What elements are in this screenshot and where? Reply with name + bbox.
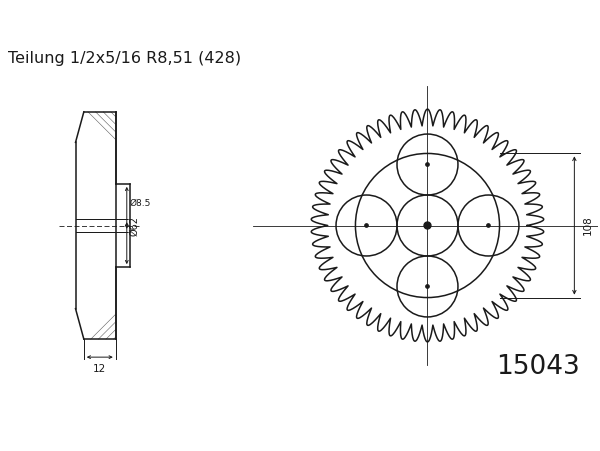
Text: Teilung 1/2x5/16 R8,51 (428): Teilung 1/2x5/16 R8,51 (428): [8, 51, 241, 66]
Text: 15043: 15043: [496, 354, 580, 380]
Text: Ø8.5: Ø8.5: [130, 199, 151, 208]
Circle shape: [487, 224, 490, 227]
Text: 12: 12: [93, 364, 106, 374]
Circle shape: [365, 224, 368, 227]
Circle shape: [426, 163, 429, 166]
Text: Ø62: Ø62: [130, 216, 140, 235]
Circle shape: [424, 222, 431, 229]
Circle shape: [426, 285, 429, 288]
Text: 108: 108: [583, 216, 593, 235]
